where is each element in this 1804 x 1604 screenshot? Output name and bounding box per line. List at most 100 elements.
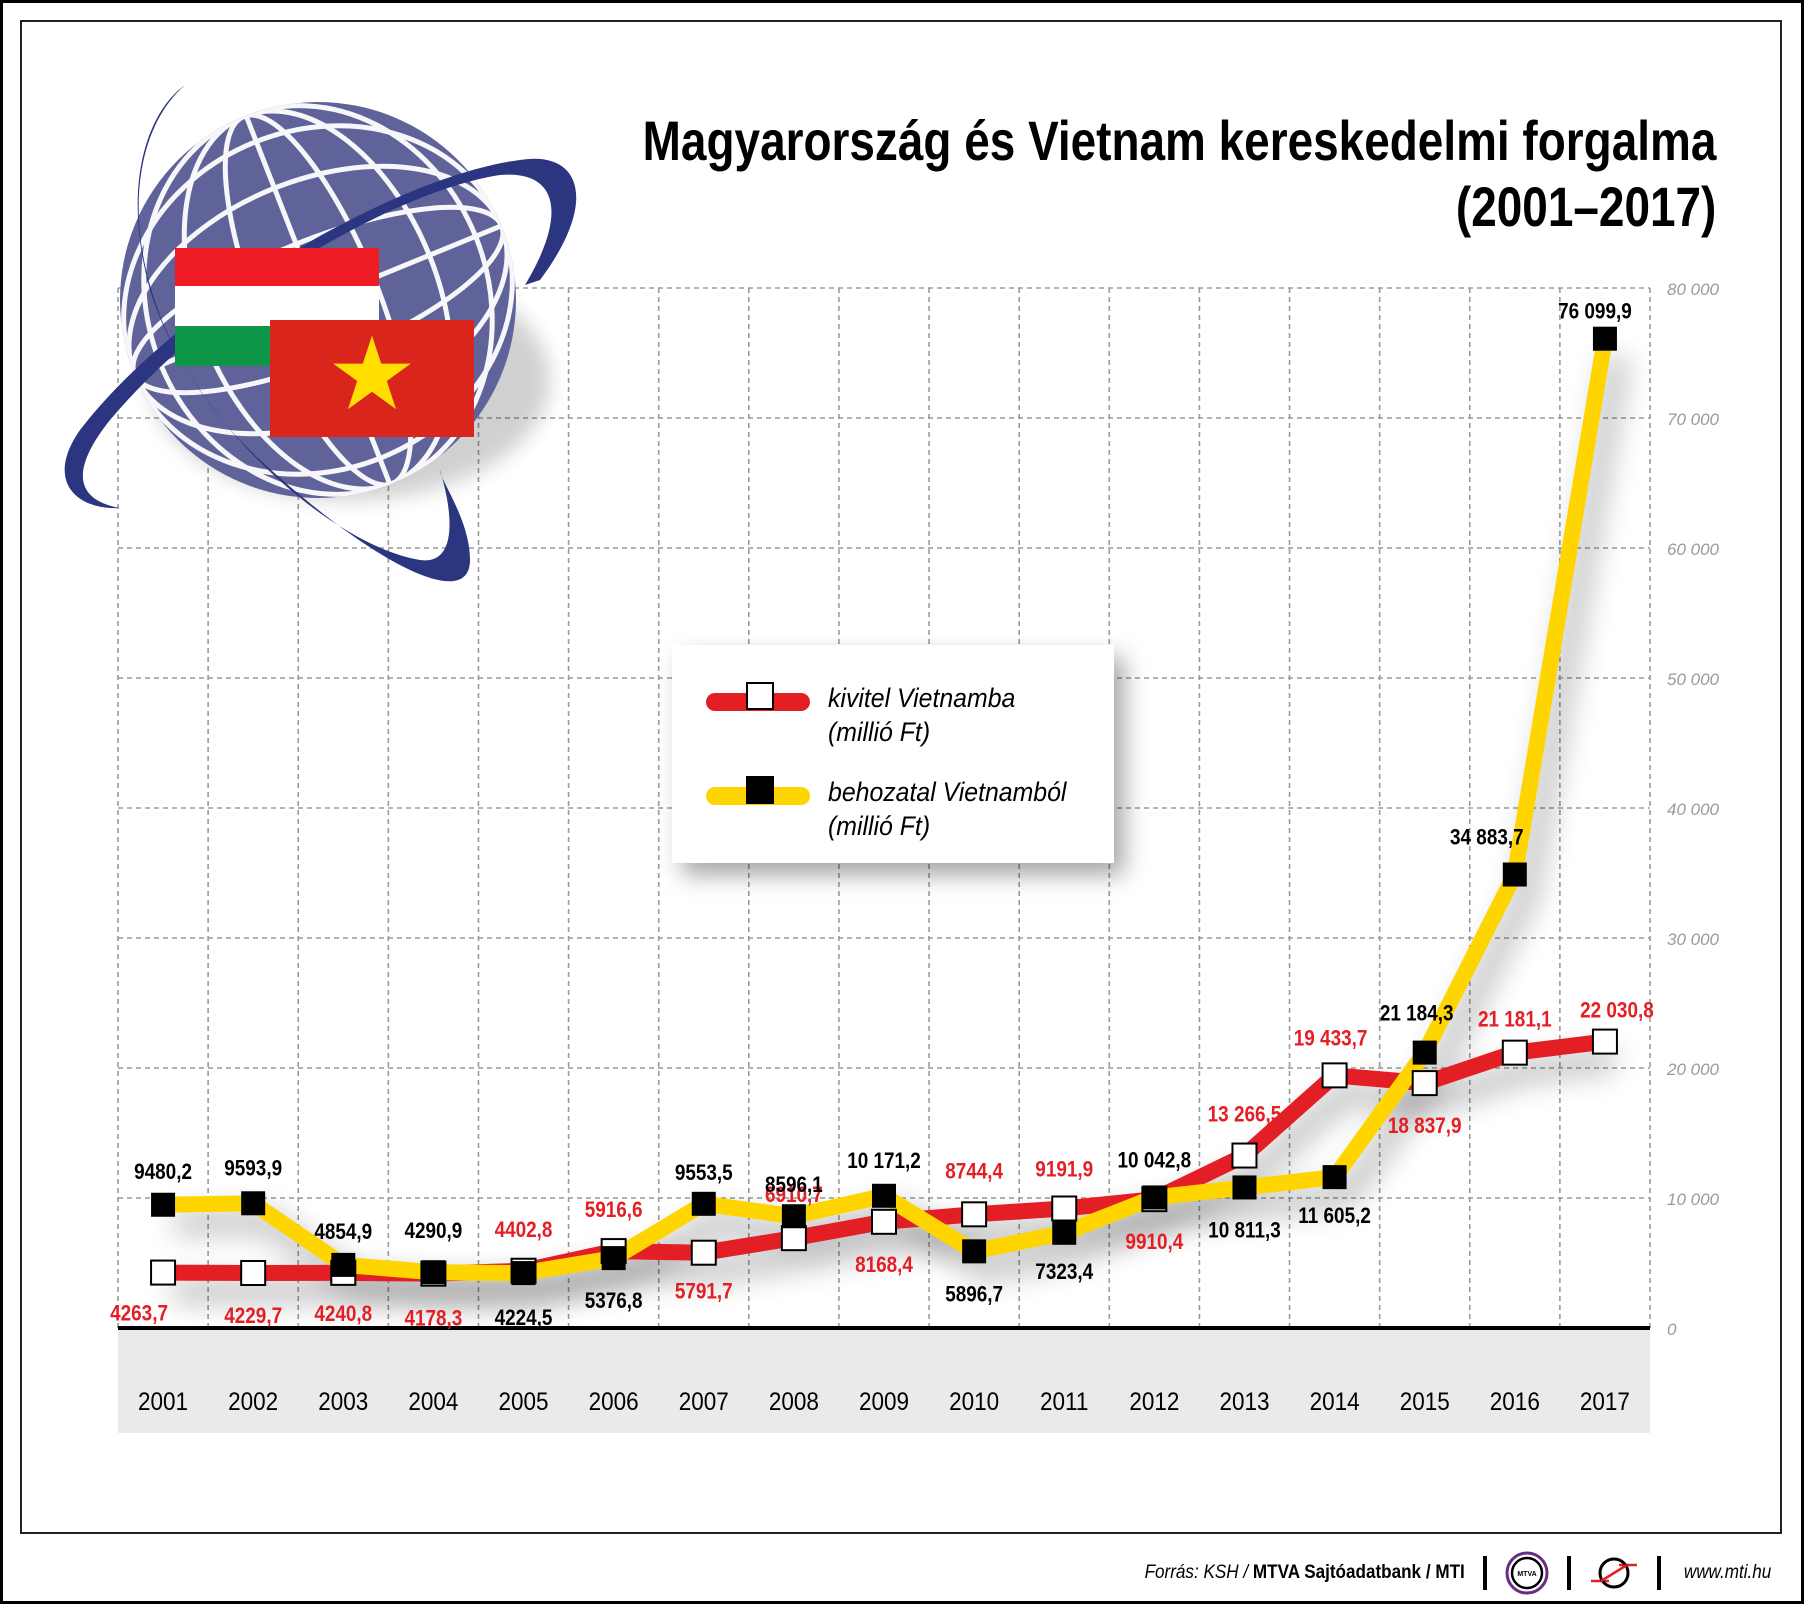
mtva-logo-text: MTVA: [1517, 1571, 1536, 1578]
source-agencies: MTVA Sajtóadatbank / MTI: [1252, 1562, 1465, 1583]
import-data-label: 7323,4: [1035, 1259, 1093, 1284]
import-data-label: 11 605,2: [1298, 1204, 1371, 1229]
export-data-label: 22 030,8: [1580, 998, 1654, 1023]
x-tick-year: 2003: [318, 1388, 368, 1416]
import-point-marker: [511, 1261, 536, 1286]
export-point-marker: [1321, 1062, 1348, 1089]
x-tick-year: 2009: [859, 1388, 909, 1416]
legend: kivitel Vietnamba (millió Ft) behozatal …: [672, 645, 1114, 863]
title-line-2: (2001–2017): [1455, 175, 1716, 238]
export-data-label: 4240,8: [314, 1302, 372, 1327]
import-data-label: 10 042,8: [1118, 1148, 1192, 1173]
divider: [1566, 1556, 1571, 1590]
import-point-marker: [241, 1191, 266, 1216]
export-data-label: 9910,4: [1125, 1230, 1183, 1255]
globe-flags-illustration: [64, 85, 577, 582]
export-data-label: 4263,7: [110, 1301, 168, 1326]
export-data-label: 8744,4: [945, 1159, 1003, 1184]
series-markers: [150, 326, 1618, 1287]
divider: [1656, 1556, 1661, 1590]
import-point-marker: [1232, 1175, 1257, 1200]
y-tick-label: 50 000: [1667, 670, 1720, 689]
y-axis-ticks: 0 10 000 20 000 30 000 40 000 50 000 60 000 70 …: [1666, 280, 1720, 1339]
title-line-1: Magyarország és Vietnam kereskedelmi for…: [642, 109, 1716, 172]
import-point-marker: [601, 1246, 626, 1271]
export-point-marker: [240, 1260, 267, 1287]
mti-logo-icon: [1590, 1557, 1637, 1589]
white-square-marker-icon: [746, 682, 774, 710]
export-point-marker: [150, 1259, 177, 1286]
import-data-label: 5376,8: [585, 1289, 643, 1314]
import-point-marker: [151, 1192, 176, 1217]
import-data-label: 8596,1: [765, 1173, 823, 1198]
y-tick-label: 30 000: [1667, 930, 1720, 949]
x-tick-year: 2008: [769, 1388, 819, 1416]
export-data-label: 5791,7: [675, 1279, 733, 1304]
x-axis-band: [118, 1330, 1650, 1433]
import-data-label: 76 099,9: [1558, 299, 1632, 324]
legend-item-export: kivitel Vietnamba (millió Ft): [706, 681, 1032, 749]
legend-export-label: kivitel Vietnamba: [828, 683, 1016, 713]
chart-frame: [20, 20, 1782, 1534]
import-point-marker: [962, 1239, 987, 1264]
x-axis-years: 2001 2002 2003 2004 2005 2006 2007 2008 2009 2010…: [138, 1388, 1630, 1416]
y-tick-label: 80 000: [1667, 280, 1720, 299]
x-tick-year: 2014: [1310, 1388, 1360, 1416]
import-data-label: 10 811,3: [1208, 1218, 1281, 1243]
import-point-marker: [1502, 862, 1527, 887]
import-data-label: 9593,9: [224, 1156, 282, 1181]
website-link[interactable]: www.mti.hu: [1683, 1562, 1772, 1583]
export-data-label: 8168,4: [855, 1253, 913, 1278]
black-square-marker-icon: [746, 776, 774, 804]
import-line-swatch-icon: [706, 776, 810, 805]
source-credit: Forrás: KSH / MTVA Sajtóadatbank / MTI: [1145, 1562, 1465, 1584]
export-data-label: 4229,7: [224, 1304, 282, 1329]
import-data-label: 4224,5: [495, 1306, 553, 1331]
x-tick-year: 2010: [949, 1388, 999, 1416]
legend-export-unit: (millió Ft): [828, 717, 931, 747]
import-data-label: 9553,5: [675, 1161, 733, 1186]
y-tick-label: 10 000: [1667, 1190, 1720, 1209]
export-point-marker: [1501, 1039, 1528, 1066]
x-tick-year: 2002: [228, 1388, 278, 1416]
legend-import-label: behozatal Vietnamból: [828, 777, 1067, 807]
import-data-label: 21 184,3: [1380, 1001, 1454, 1026]
footer: Forrás: KSH / MTVA Sajtóadatbank / MTI M…: [1109, 1548, 1776, 1598]
x-tick-year: 2011: [1040, 1388, 1088, 1416]
data-labels: 4263,7 4229,7 4240,8 4178,3 4402,8 5916,6 5791…: [110, 299, 1654, 1331]
x-tick-year: 2013: [1219, 1388, 1269, 1416]
source-prefix: Forrás: KSH /: [1144, 1562, 1253, 1583]
vietnam-flag-icon: [270, 320, 474, 437]
export-data-label: 6910,7: [765, 1183, 823, 1208]
export-point-marker: [1231, 1142, 1258, 1169]
import-point-marker: [1052, 1220, 1077, 1245]
export-point-marker: [1051, 1195, 1078, 1222]
export-data-label: 4402,8: [495, 1217, 553, 1242]
x-tick-year: 2015: [1400, 1388, 1450, 1416]
export-point-marker: [1411, 1070, 1438, 1097]
legend-import-unit: (millió Ft): [828, 811, 931, 841]
import-data-label: 9480,2: [134, 1159, 192, 1184]
import-point-marker: [872, 1183, 896, 1208]
x-tick-year: 2004: [408, 1388, 458, 1416]
export-point-marker: [690, 1239, 717, 1266]
y-tick-label: 20 000: [1666, 1060, 1720, 1079]
y-tick-label: 40 000: [1667, 800, 1720, 819]
import-point-marker: [1412, 1040, 1437, 1065]
import-data-label: 4290,9: [405, 1219, 463, 1244]
import-data-label: 34 883,7: [1450, 825, 1524, 850]
export-line-swatch-icon: [706, 682, 810, 711]
y-tick-label: 60 000: [1667, 540, 1720, 559]
export-data-label: 21 181,1: [1478, 1007, 1552, 1032]
export-data-label: 19 433,7: [1294, 1026, 1368, 1051]
import-point-marker: [331, 1252, 356, 1277]
legend-item-import: behozatal Vietnamból (millió Ft): [706, 775, 1087, 843]
x-tick-year: 2006: [589, 1388, 639, 1416]
import-point-marker: [421, 1260, 446, 1285]
import-point-marker: [1592, 326, 1617, 351]
x-tick-year: 2016: [1490, 1388, 1540, 1416]
import-data-label: 10 171,2: [847, 1148, 921, 1173]
mtva-logo-icon: MTVA: [1505, 1551, 1549, 1595]
